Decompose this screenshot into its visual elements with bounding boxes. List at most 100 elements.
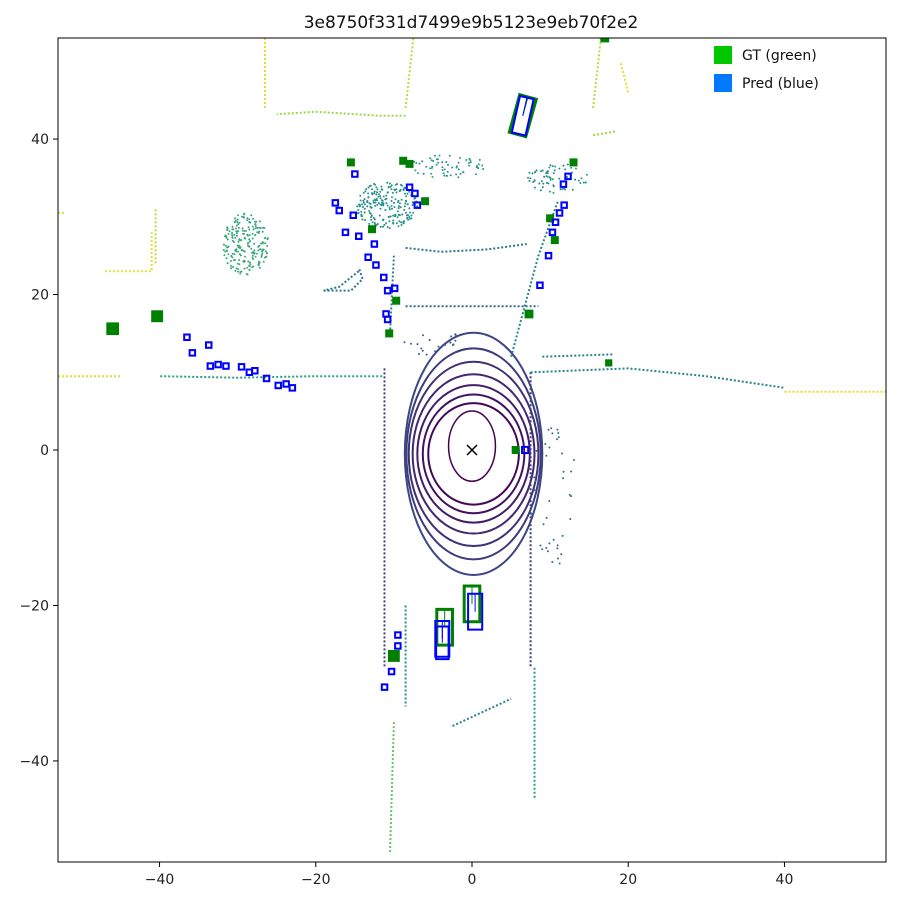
lidar-point [376,199,379,202]
pred-box [237,363,246,371]
gt-box [346,158,355,167]
lidar-point [257,232,260,234]
y-tick-label: 0 [40,443,49,459]
lidar-point [362,206,364,208]
pred-box [521,445,530,455]
axes: −40 −20 0 20 40 −40 −20 0 20 40 [19,132,793,888]
lidar-point [561,534,564,537]
lidar-line [405,243,527,253]
lidar-point [358,203,361,206]
lidar-point [239,247,242,250]
lidar-point [251,254,254,257]
lidar-point [553,169,556,172]
lidar-point [237,226,240,229]
lidar-point [556,428,559,431]
lidar-point [224,244,227,247]
pred-box [551,218,560,226]
ego-x-stroke [466,444,478,456]
lidar-point [452,343,455,346]
lidar-point [394,198,397,201]
lidar-point [369,205,372,208]
lidar-point [371,221,374,224]
lidar-point [437,161,440,164]
lidar-point [237,268,240,271]
lidar-point [420,347,423,350]
lidar-point [389,215,392,218]
gt-box [405,159,414,168]
lidar-point [226,238,229,241]
lidar-point [430,159,433,162]
pred-box [544,251,553,260]
lidar-point [226,229,229,231]
lidar-point [238,259,241,261]
lidar-point [227,245,230,248]
pred-box [380,683,389,691]
lidar-point [363,198,366,201]
lidar-point [262,241,265,244]
lidar-point [431,175,434,178]
lidar-point [265,251,268,254]
pred-box [564,172,572,181]
lidar-point [248,264,251,267]
lidar-point [373,182,375,185]
lidar-point [235,224,238,227]
lidar-point [253,249,256,252]
lidar-point [372,199,375,202]
lidar-point [236,232,238,235]
lidar-line [104,232,153,273]
lidar-point [459,156,461,159]
lidar-point [396,216,399,219]
legend-swatch-gt [714,46,732,64]
lidar-point [392,221,394,224]
lidar-point [566,163,569,166]
lidar-point [376,188,379,191]
lidar-point [451,166,454,169]
lidar-point [231,252,234,255]
pred-box [380,273,388,282]
lidar-line [530,367,785,389]
lidar-point [558,167,561,170]
pred-box [351,170,359,178]
lidar-point [564,168,567,171]
pred-box [536,281,544,289]
lidar-point [376,191,378,194]
lidar-line [323,270,360,292]
lidar-point [244,255,247,258]
lidar-point [435,163,438,166]
legend-label-pred: Pred (blue) [742,76,819,92]
lidar-point [442,344,445,346]
lidar-point [395,222,398,225]
lidar-point [564,188,566,191]
lidar-point [534,479,537,482]
lidar-point [246,266,249,269]
lidar-point [539,544,542,547]
lidar-point [379,195,382,198]
lidar-point [230,267,233,270]
lidar-point [255,252,258,255]
lidar-point [254,225,257,228]
lidar-point [411,204,414,207]
lidar-point [391,207,393,210]
lidar-point [385,194,388,197]
lidar-point [264,236,267,239]
lidar-point [413,197,416,200]
chart-title: 3e8750f331d7499e9b5123e9eb70f2e2 [304,13,639,33]
lidar-point [238,263,241,266]
lidar-point [429,157,432,160]
lidar-point [399,206,402,209]
lidar-point [406,217,409,220]
lidar-point [541,186,544,189]
ego-shadow [447,410,497,483]
lidar-point [412,211,415,214]
lidar-point [546,170,549,173]
lidar-point [359,194,362,197]
lidar-point [541,169,544,172]
lidar-point [418,353,420,355]
pred-box [555,209,564,217]
lidar-point [226,226,229,229]
lidar-point [378,214,381,217]
pred-box [274,381,282,390]
lidar-point [366,205,369,208]
lidar-point [457,168,460,171]
pred-box [335,206,343,215]
